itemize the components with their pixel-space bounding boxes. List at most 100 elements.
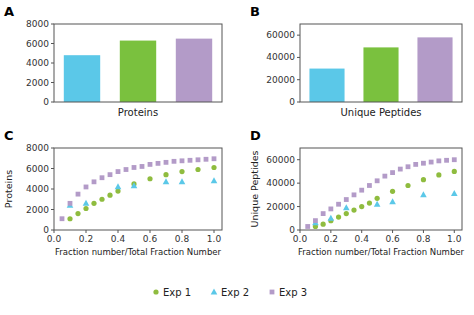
y-tick-label: 8000 [26,143,49,153]
bar [363,47,398,102]
panel-scatter: 020004000600080000.00.20.40.60.81.0Fract… [3,128,222,257]
point [131,182,138,188]
legend-label: Exp 3 [279,287,307,298]
point [375,196,380,201]
x-tick-label: 0.8 [416,234,431,244]
y-tick-label: 40000 [266,52,295,62]
y-tick-label: 20000 [266,75,295,85]
point [67,202,74,208]
plot-frame [300,148,462,230]
y-tick-label: 20000 [266,202,295,212]
series [67,165,216,221]
point [436,172,441,177]
point [436,158,441,163]
x-tick-label: 0.6 [143,234,158,244]
point [212,156,217,161]
point [204,157,209,162]
point [83,206,88,211]
point [452,157,457,162]
point [390,170,395,175]
point [188,158,193,163]
x-tick-label: 0.2 [324,234,338,244]
point [179,178,186,184]
point [382,174,387,179]
y-tick-label: 2000 [26,78,49,88]
marks [60,156,218,221]
legend-marker [211,288,218,294]
point [420,191,427,197]
y-tick-label: 6000 [26,39,49,49]
y-tick-label: 40000 [266,178,295,188]
point [163,178,170,184]
point [344,211,349,216]
point [305,224,310,229]
point [452,169,457,174]
point [100,175,105,180]
point [344,197,349,202]
background [0,0,474,315]
point [367,200,372,205]
legend-marker [270,290,275,295]
plot-frame [54,148,222,230]
point [164,160,169,165]
x-tick-label: 1.0 [447,234,462,244]
point [367,183,372,188]
y-axis-label: Unique Peptides [249,150,260,227]
y-tick-label: 2000 [26,205,49,215]
marks [64,39,212,102]
point [421,177,426,182]
point [156,161,161,166]
point [390,189,395,194]
x-axis-label: Fraction number/Total Fraction Number [298,247,465,257]
series [305,157,456,229]
x-tick-label: 0.0 [47,234,62,244]
point [413,162,418,167]
point [116,169,121,174]
point [444,158,449,163]
point [140,164,145,169]
point [180,158,185,163]
x-tick-label: 0.4 [111,234,126,244]
point [60,216,65,221]
legend-label: Exp 2 [221,287,249,298]
legend-marker [153,289,158,294]
point [336,215,341,220]
x-tick-label: 0.4 [355,234,370,244]
x-tick-label: 0.2 [79,234,93,244]
point [343,204,350,210]
y-tick-label: 0 [289,97,295,107]
point [398,167,403,172]
point [211,165,216,170]
point [389,198,396,204]
x-tick-label: 1.0 [207,234,222,244]
point [147,176,152,181]
point [76,192,81,197]
point [211,177,218,183]
point [375,178,380,183]
y-tick-label: 0 [43,97,49,107]
point [84,185,89,190]
bar [309,69,344,102]
bar [64,55,100,102]
y-tick-label: 60000 [266,30,295,40]
point [99,197,104,202]
marks [305,157,457,229]
x-tick-label: 0.0 [293,234,308,244]
y-tick-label: 6000 [26,164,49,174]
point [75,211,80,216]
x-axis-label: Unique Peptides [340,107,421,118]
point [124,167,129,172]
point [406,164,411,169]
panel-label: B [250,4,260,19]
y-tick-label: 4000 [26,184,49,194]
point [328,215,335,221]
panel-label: A [4,4,14,19]
point [429,160,434,165]
point [132,165,137,170]
panel-bar: 02000400060008000ProteinsA [4,4,222,118]
point [313,218,318,223]
bar [176,39,212,102]
series [312,190,457,225]
point [195,167,200,172]
figure: 02000400060008000ProteinsA02000040000600… [0,0,474,315]
